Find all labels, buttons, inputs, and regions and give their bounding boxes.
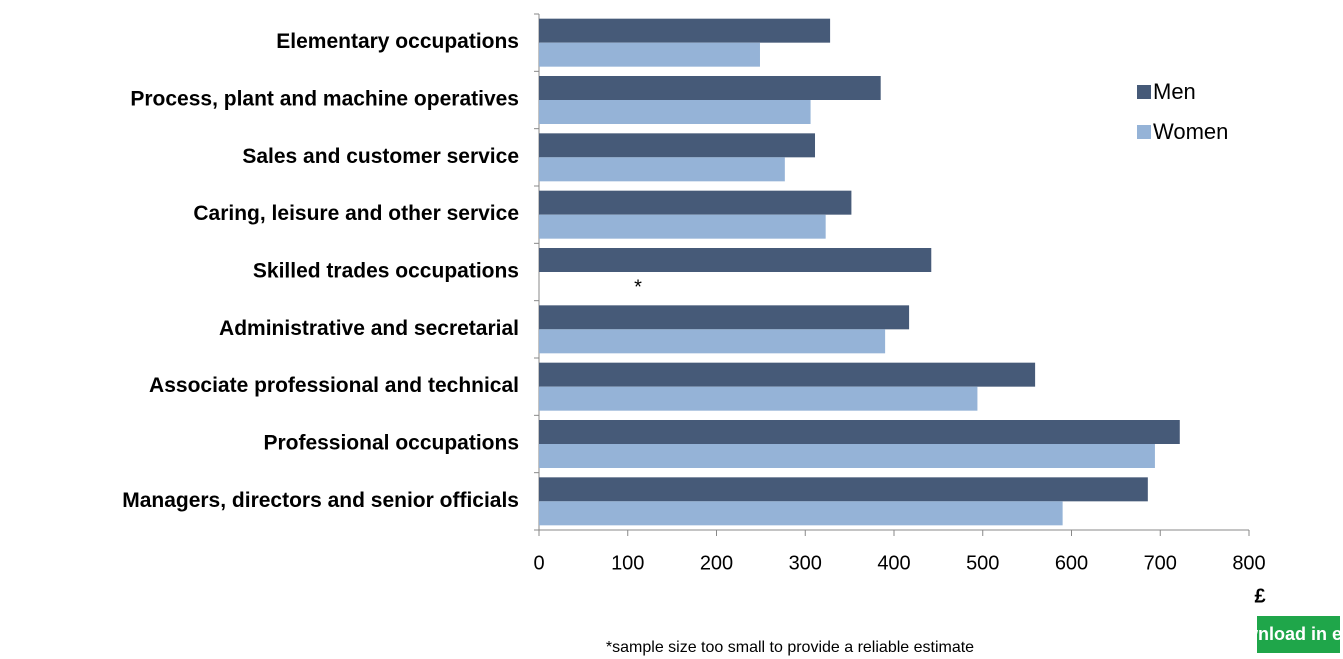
x-tick-label: 200 bbox=[700, 552, 733, 574]
legend-swatch bbox=[1137, 85, 1151, 99]
bar bbox=[539, 214, 826, 239]
y-tick-label: Professional occupations bbox=[263, 432, 519, 455]
x-tick-label: 0 bbox=[533, 552, 544, 574]
y-tick-label: Caring, leisure and other service bbox=[193, 202, 519, 225]
bar bbox=[539, 157, 785, 182]
legend-label: Men bbox=[1153, 79, 1196, 104]
y-tick-label: Managers, directors and senior officials bbox=[122, 489, 519, 512]
legend-swatch bbox=[1137, 125, 1151, 139]
bar bbox=[539, 420, 1180, 444]
missing-marker: * bbox=[634, 276, 642, 298]
footnote: *sample size too small to provide a reli… bbox=[606, 639, 974, 656]
bar bbox=[539, 248, 932, 272]
bar bbox=[539, 100, 811, 124]
bar bbox=[539, 477, 1148, 502]
x-tick-label: 700 bbox=[1144, 552, 1177, 574]
x-tick-label: 600 bbox=[1055, 552, 1088, 574]
x-tick-label: 400 bbox=[877, 552, 910, 574]
bar bbox=[539, 305, 910, 330]
bar bbox=[539, 444, 1155, 468]
bar bbox=[539, 329, 886, 354]
y-tick-label: Associate professional and technical bbox=[149, 374, 519, 397]
bar bbox=[539, 386, 978, 411]
bar bbox=[539, 18, 831, 43]
bar bbox=[539, 362, 1036, 387]
x-tick-label: 800 bbox=[1232, 552, 1265, 574]
x-axis-unit: £ bbox=[1254, 585, 1265, 607]
y-tick-label: Elementary occupations bbox=[276, 30, 519, 53]
y-tick-label: Process, plant and machine operatives bbox=[130, 88, 519, 111]
y-tick-label: Skilled trades occupations bbox=[253, 260, 519, 283]
x-tick-label: 100 bbox=[611, 552, 644, 574]
x-tick-label: 500 bbox=[966, 552, 999, 574]
download-button[interactable]: Download in excel bbox=[1220, 616, 1343, 653]
bar bbox=[539, 501, 1063, 526]
bar bbox=[539, 76, 881, 100]
x-tick-label: 300 bbox=[789, 552, 822, 574]
bar bbox=[539, 190, 852, 215]
legend-label: Women bbox=[1153, 119, 1228, 144]
bar bbox=[539, 42, 760, 67]
y-tick-label: Administrative and secretarial bbox=[219, 317, 519, 340]
bar bbox=[539, 133, 816, 158]
y-tick-label: Sales and customer service bbox=[242, 145, 519, 168]
